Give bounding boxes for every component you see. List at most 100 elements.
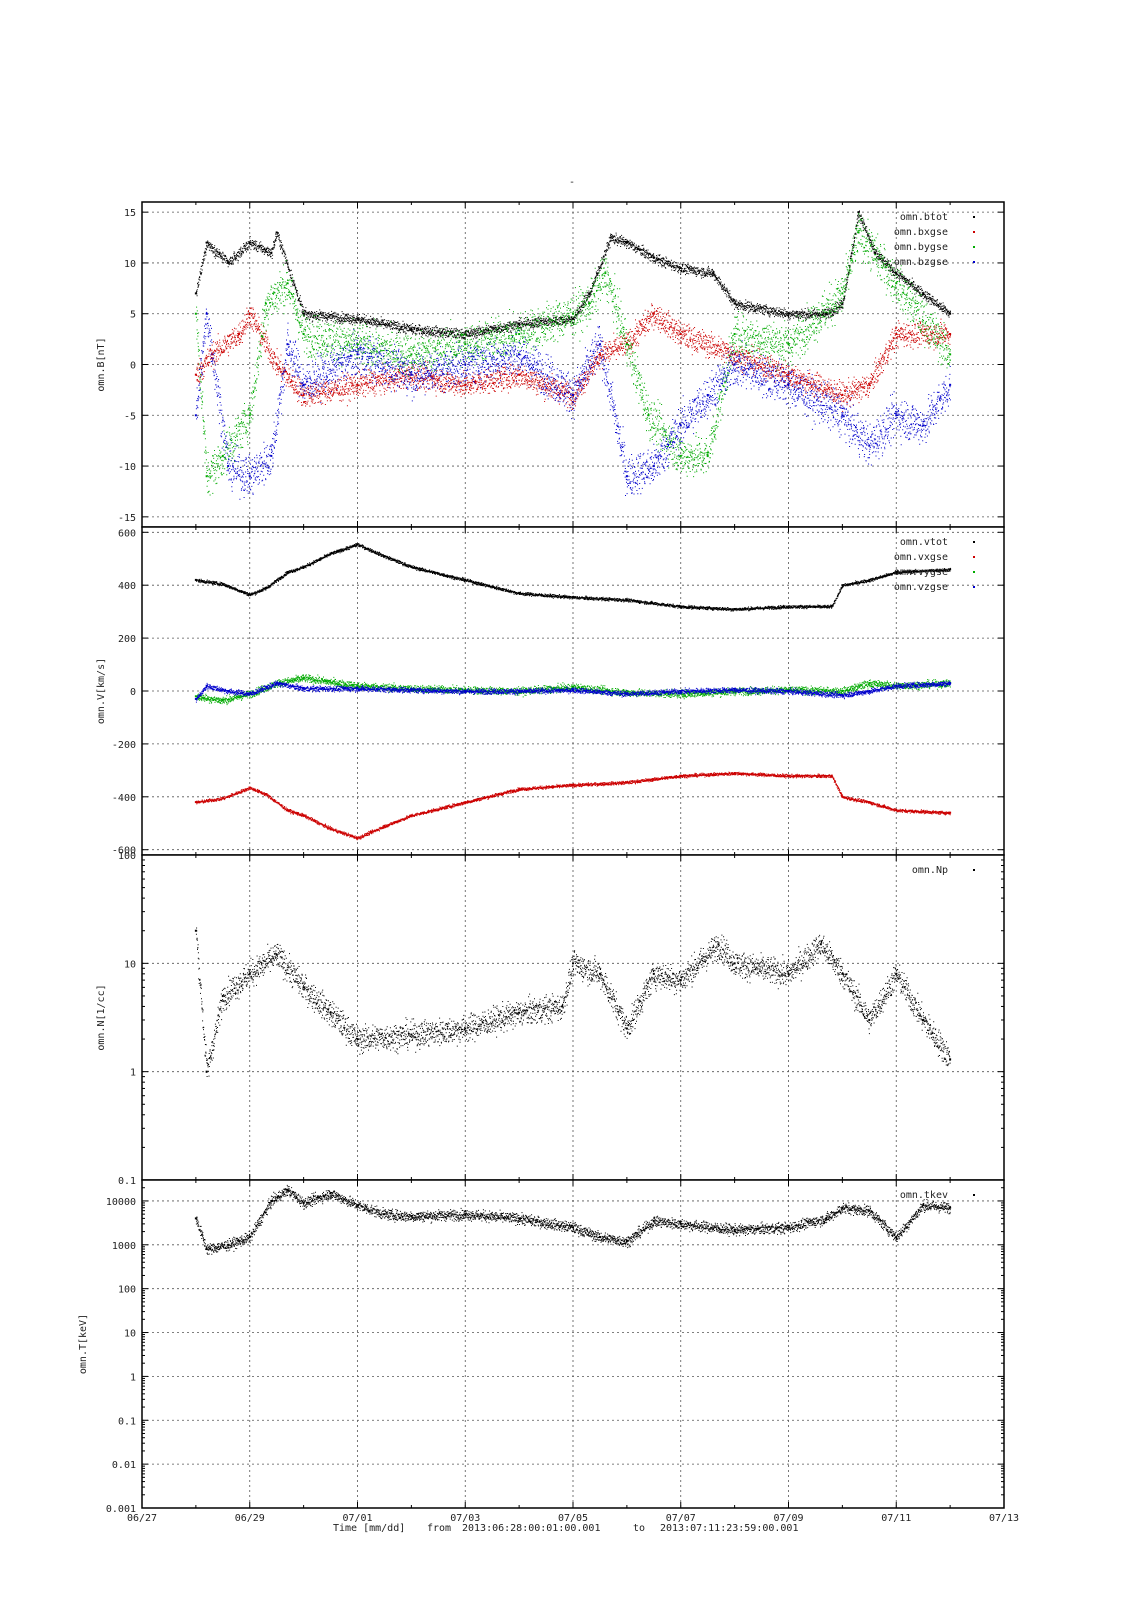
data-point: [733, 1228, 736, 1231]
panel-2: 600 400 200 0 -200 -400 -600 omn.V[km/s] omn.vto…: [96, 526, 1005, 857]
data-point: [356, 383, 359, 386]
y-tick-label: 1000: [112, 1241, 136, 1252]
data-point: [205, 684, 208, 687]
legend-entry: omn.vxgse: [894, 552, 948, 563]
y-tick-label: 0: [130, 361, 136, 372]
data-point: [356, 343, 359, 346]
y-axis-label: omn.V[km/s]: [96, 658, 107, 724]
x-tick-label: 07/09: [773, 1513, 803, 1524]
panel-3: 100 10 1 0.1 omn.N[1/cc] omn.Np: [96, 851, 1005, 1187]
panel-1: 15 10 5 0 -5 -10 -15 omn.B[nT] omn.btot omn.bxgse…: [96, 201, 1005, 528]
y-tick-label: 100: [118, 851, 136, 862]
data-point: [194, 292, 197, 295]
x-tick-label: 07/07: [666, 1513, 696, 1524]
legend-entry: omn.bzgse: [894, 257, 948, 268]
x-tick-label: 07/13: [989, 1513, 1019, 1524]
data-point: [302, 986, 305, 989]
data-point: [819, 943, 822, 946]
data-point: [464, 343, 467, 346]
y-axis-label: omn.T[keV]: [78, 1314, 89, 1374]
footer-from-value: 2013:06:28:00:01:00.001: [462, 1523, 600, 1534]
data-point: [194, 695, 197, 698]
series-omn.bygse: [194, 213, 952, 496]
data-point: [286, 282, 289, 285]
data-point: [248, 312, 251, 315]
data-point: [598, 972, 601, 975]
data-point: [572, 393, 574, 396]
y-tick-label: 10: [124, 1329, 136, 1340]
data-point: [841, 1206, 844, 1209]
data-point: [561, 1005, 564, 1008]
data-point: [194, 578, 197, 581]
series-omn.tkev: [194, 1184, 952, 1255]
panel-4: 10000 1000 100 10 1 0.1 0.01 0.001 omn.T[keV] omn…: [78, 1179, 1005, 1515]
data-point: [841, 302, 844, 305]
data-point: [717, 943, 720, 946]
data-point: [302, 383, 305, 386]
data-point: [572, 962, 574, 965]
y-tick-label: -15: [118, 513, 136, 524]
data-point: [787, 343, 790, 346]
data-point: [733, 363, 736, 366]
data-point: [302, 565, 305, 568]
data-point: [679, 454, 682, 457]
data-point: [679, 690, 682, 692]
data-point: [625, 241, 628, 244]
data-point: [706, 454, 709, 457]
data-point: [518, 1217, 521, 1220]
data-point: [895, 972, 898, 975]
data-point: [625, 598, 628, 601]
legend-marker: [973, 571, 975, 573]
scatter-points: [195, 680, 951, 703]
y-tick-label: 0.001: [106, 1504, 136, 1515]
data-point: [275, 953, 278, 956]
data-point: [194, 929, 197, 932]
data-point: [787, 312, 790, 315]
data-point: [194, 697, 197, 700]
x-tick-labels: 06/27 06/29 07/01 07/03 07/05 07/07 07/09 07/11…: [127, 1513, 1019, 1524]
data-point: [410, 327, 413, 330]
data-point: [464, 690, 467, 692]
y-tick-label: 1: [130, 1372, 136, 1383]
data-point: [895, 414, 898, 417]
data-point: [248, 475, 251, 478]
data-point: [857, 231, 860, 234]
data-point: [868, 444, 871, 447]
data-point: [194, 312, 197, 315]
data-point: [733, 302, 736, 305]
data-point: [873, 251, 876, 254]
y-tick-label: 10: [124, 259, 136, 270]
series-omn.vzgse: [194, 680, 952, 703]
data-point: [329, 1192, 332, 1195]
data-point: [949, 383, 952, 386]
x-tick-label: 07/11: [881, 1513, 911, 1524]
y-axis-label: omn.N[1/cc]: [96, 984, 107, 1050]
data-point: [949, 1206, 952, 1209]
data-point: [652, 465, 655, 468]
legend-entry: omn.tkev: [900, 1190, 948, 1201]
footer-to-label: to: [633, 1523, 645, 1534]
y-tick-label: 10: [124, 959, 136, 970]
data-point: [464, 363, 467, 366]
data-point: [227, 465, 230, 468]
series-omn.btot: [194, 210, 952, 342]
data-point: [194, 1217, 197, 1220]
y-tick-label: 400: [118, 581, 136, 592]
data-point: [302, 393, 305, 396]
legend-marker: [973, 1194, 975, 1196]
data-point: [787, 383, 790, 386]
data-point: [518, 787, 521, 790]
legend-marker: [973, 246, 975, 248]
legend-entry: omn.btot: [900, 212, 948, 223]
series-omn.bzgse: [194, 308, 952, 500]
figure-title: -: [569, 177, 575, 188]
panels: 151050-5-10-15omn.B[nT]omn.btotomn.bxgse…: [78, 201, 1005, 1515]
y-tick-label: 15: [124, 208, 136, 219]
legend-marker: [973, 541, 975, 543]
footer-from-label: from: [427, 1523, 451, 1534]
x-tick-label: 06/27: [127, 1513, 157, 1524]
data-point: [356, 1038, 359, 1041]
x-tick-label: 07/03: [450, 1513, 480, 1524]
data-point: [329, 1011, 332, 1014]
footer-to-value: 2013:07:11:23:59:00.001: [660, 1523, 798, 1534]
